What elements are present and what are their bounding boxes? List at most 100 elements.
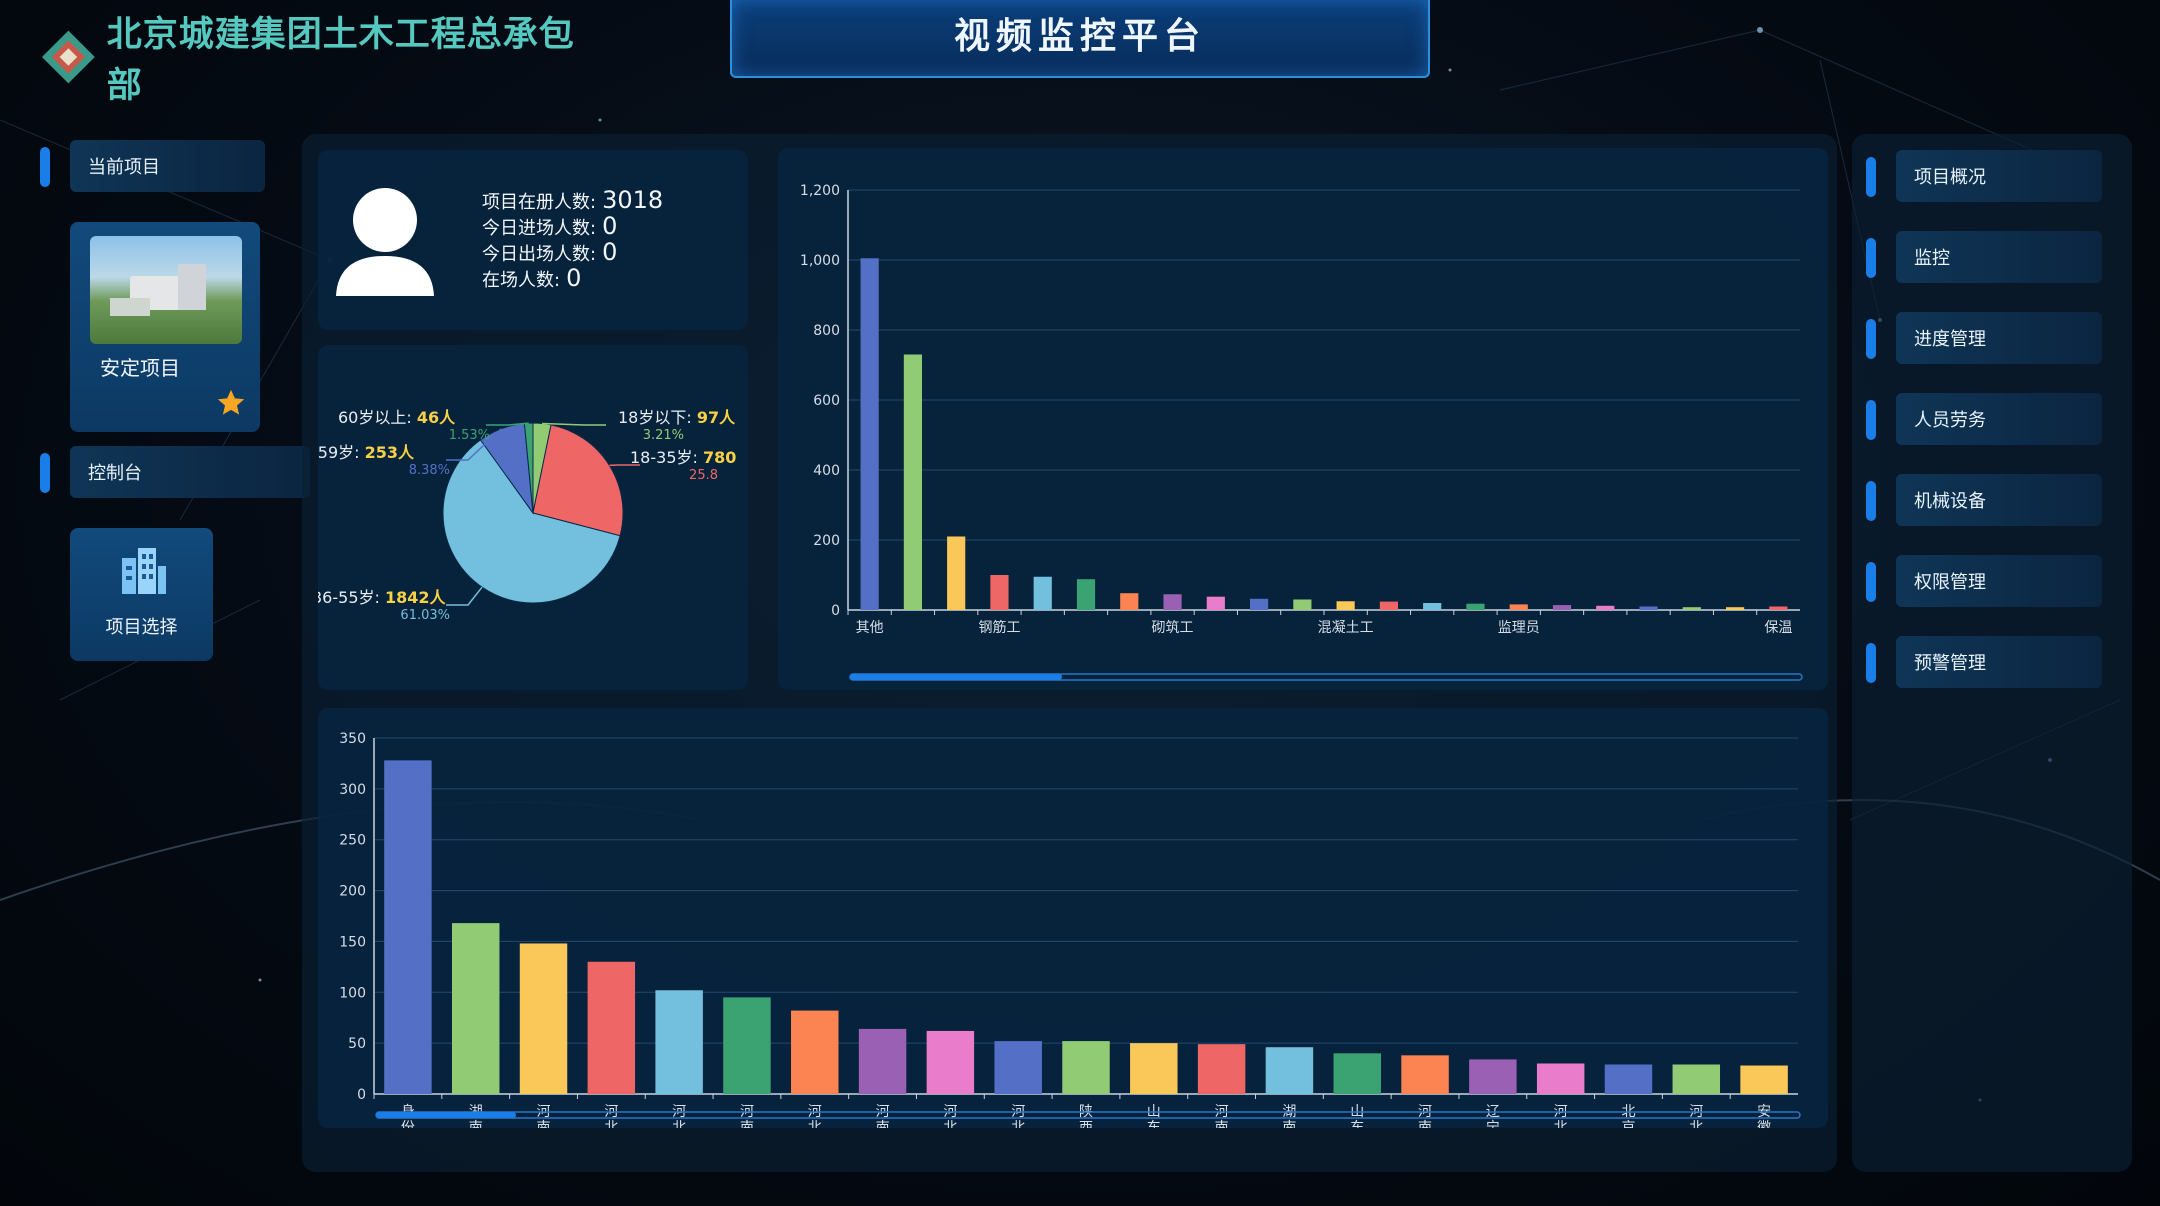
pie-slice [532,424,624,537]
x-tick-label: 河南省周口地区 [876,1104,890,1128]
current-project-label: 当前项目 [70,140,265,192]
right-nav-item-5[interactable]: 机械设备 [1896,474,2102,526]
building-icon [122,548,166,594]
bar [451,923,500,1094]
bar [858,1028,907,1094]
x-tick-label: 监理员 [1498,620,1540,636]
logo-icon [41,30,95,84]
bar [1639,606,1658,610]
right-nav-item-7[interactable]: 预警管理 [1896,636,2102,688]
bar [1206,596,1225,610]
nav-indicator [1866,157,1876,197]
x-tick-label: 河北省保定市 [672,1104,686,1128]
bar [1740,1065,1788,1094]
scrollbar-thumb [376,1112,516,1118]
pie-label: 60岁以上: 46人 [338,408,456,427]
bar [1033,576,1052,610]
x-tick-label: 河北省石家庄市 [1689,1104,1703,1128]
y-tick-label: 300 [339,782,366,798]
pie-leader-line [486,422,529,426]
bar [860,258,879,610]
origin-panel: 050100150200250300350身份证信息有误湖南省衡阳市河南省安阳市… [318,708,1828,1206]
work-type-panel: 0 200 400 600 800 1,000 1,200 其他 钢筋工 砌筑工 混凝土工 监理员 保温 [778,148,1828,690]
x-tick-label: 河南省濮阳市 [740,1104,754,1128]
age-distribution-panel: 18岁以下: 97人 3.21% 18-35岁: 780 25.8 36-55岁: 18… [318,345,748,690]
right-nav-item-4[interactable]: 人员劳务 [1896,393,2102,445]
bar [1120,593,1139,610]
bar [990,575,1009,610]
x-tick-label: 河南省开封市 [1215,1104,1229,1128]
bar [1536,1063,1585,1094]
y-tick-label: 100 [339,985,366,1001]
bar [1552,605,1572,610]
console-label[interactable]: 控制台 [70,446,310,498]
pie-label: 36-55岁: 1842人 [318,588,447,607]
right-nav-item-2[interactable]: 监控 [1896,231,2102,283]
right-nav-item-3[interactable]: 进度管理 [1896,312,2102,364]
y-tick-label: 0 [357,1087,366,1103]
title-bar: 视频监控平台 [730,0,1430,78]
x-tick-label: 其他 [856,620,884,636]
bar [384,760,432,1094]
bar [1604,1064,1653,1094]
star-icon[interactable] [216,388,246,418]
x-tick-label: 河北省邯郸市 [604,1104,618,1128]
bar [1265,1047,1314,1094]
bar [1509,604,1528,610]
pie-label: -59岁: 253人 [318,443,415,462]
nav-indicator [1866,481,1876,521]
right-nav-item-1[interactable]: 项目概况 [1896,150,2102,202]
y-tick-label: 600 [813,393,840,409]
bar [1197,1044,1246,1094]
x-tick-label: 保温 [1764,620,1792,636]
project-thumbnail [90,236,242,344]
bar [1336,601,1355,610]
x-tick-label: 混凝土工 [1318,620,1374,636]
scrollbar-thumb [850,674,1062,680]
x-tick-label: 河北省保定地区 [1011,1104,1025,1128]
y-tick-label: 150 [339,934,366,950]
y-tick-label: 1,000 [800,253,840,269]
bar [1596,605,1615,610]
pie-label: 18-35岁: 780 [630,448,736,467]
bar [1466,603,1485,610]
project-name: 安定项目 [100,356,180,380]
x-tick-label: 安徽省宿县地区 [1757,1104,1771,1128]
nav-indicator [1866,400,1876,440]
bar [1130,1043,1178,1094]
bar [926,1030,975,1094]
bar [1726,607,1745,610]
stat-entered: 今日进场人数: 0 [482,212,618,240]
bar [1469,1059,1517,1094]
stat-registered: 项目在册人数: 3018 [482,186,664,214]
pie-percent: 8.38% [409,463,450,478]
company-name: 北京城建集团土木工程总承包部 [106,15,575,106]
y-tick-label: 1,200 [800,183,840,199]
x-tick-label: 河南省安阳市 [537,1104,551,1128]
x-tick-label: 湖南省郴州市 [1282,1104,1296,1128]
nav-indicator [1866,238,1876,278]
bar [1076,579,1096,610]
y-tick-label: 400 [813,463,840,479]
stat-exited: 今日出场人数: 0 [482,238,618,266]
x-tick-label: 山东省菏泽地区 [1147,1104,1161,1128]
project-card[interactable]: 安定项目 [70,222,260,432]
bar [1062,1041,1110,1094]
right-nav-item-6[interactable]: 权限管理 [1896,555,2102,607]
project-select-button[interactable]: 项目选择 [70,528,213,661]
pie-percent: 61.03% [400,608,450,623]
nav-indicator [1866,562,1876,602]
nav-indicator [1866,643,1876,683]
bar [947,536,966,610]
pie-leader-line [446,586,483,606]
bar [1163,594,1182,610]
x-tick-label: 河南省驻马店地区 [1418,1104,1432,1128]
bar [1250,598,1269,610]
bar [1769,606,1788,610]
bar [903,354,922,610]
x-tick-label: 砌筑工 [1152,620,1194,636]
origin-bar-chart: 050100150200250300350身份证信息有误湖南省衡阳市河南省安阳市… [339,731,1801,1206]
nav-indicator [40,147,50,187]
personnel-stats-panel: 项目在册人数: 3018 今日进场人数: 0 今日出场人数: 0 在场人数: 0 [318,150,748,330]
